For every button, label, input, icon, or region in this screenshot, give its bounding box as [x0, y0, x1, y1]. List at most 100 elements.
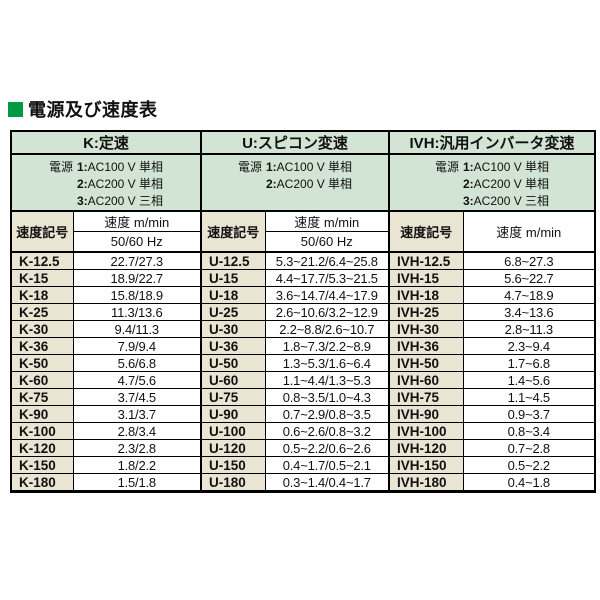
speed-code-cell: IVH-15 [388, 269, 464, 287]
speed-value-cell: 1.4~5.6 [462, 371, 596, 389]
speed-value-cell: 4.7/5.6 [72, 371, 202, 389]
speed-value-cell: 2.2~8.8/2.6~10.7 [264, 320, 390, 338]
speed-code-cell: U-12.5 [200, 251, 266, 270]
speed-value-cell: 0.3~1.4/0.4~1.7 [264, 473, 390, 492]
speed-value-cell: 3.7/4.5 [72, 388, 202, 406]
power-line: 1:AC100 V 単相 [76, 160, 164, 174]
speed-value-cell: 2.6~10.6/3.2~12.9 [264, 303, 390, 321]
speed-code-cell: U-90 [200, 405, 266, 423]
power-line: 2:AC200 V 単相 [76, 177, 164, 191]
power-label: 電源 [48, 160, 73, 174]
table-row: K-36 7.9/9.4 U-36 1.8~7.3/2.2~8.9 IVH-36 2.3~… [10, 337, 596, 355]
hz-subheader-row: 50/60 Hz 50/60 Hz [11, 231, 595, 253]
speed-value-cell: 2.8~11.3 [462, 320, 596, 338]
power-cell-k: 電源 1:AC100 V 単相 2:AC200 V 単相 3:AC200 V 三相 [10, 153, 202, 212]
speed-code-cell: K-150 [10, 456, 74, 474]
power-label: 電源 [237, 160, 262, 174]
speed-value-cell: 1.8/2.2 [72, 456, 202, 474]
speed-value-cell: 0.7~2.9/0.8~3.5 [264, 405, 390, 423]
table-row: K-25 11.3/13.6 U-25 2.6~10.6/3.2~12.9 IVH-25… [10, 303, 596, 321]
power-line: 1:AC100 V 単相 [463, 160, 550, 174]
table-row: K-75 3.7/4.5 U-75 0.8~3.5/1.0~4.3 IVH-75 1.1~… [10, 388, 596, 406]
power-cell-ivh: 電源 1:AC100 V 単相 2:AC200 V 単相 3:AC200 V 三相 [388, 153, 596, 212]
speed-header-ivh: 速度 m/min [462, 210, 596, 253]
speed-code-cell: U-36 [200, 337, 266, 355]
speed-code-cell: K-30 [10, 320, 74, 338]
speed-value-cell: 0.8~3.4 [462, 422, 596, 440]
speed-code-cell: U-30 [200, 320, 266, 338]
speed-code-cell: IVH-60 [388, 371, 464, 389]
speed-code-cell: IVH-75 [388, 388, 464, 406]
table-row: K-50 5.6/6.8 U-50 1.3~5.3/1.6~6.4 IVH-50 1.7~… [10, 354, 596, 372]
symbol-header-u: 速度記号 [200, 210, 266, 253]
symbol-header-k: 速度記号 [10, 210, 74, 253]
speed-value-cell: 11.3/13.6 [72, 303, 202, 321]
speed-code-cell: K-180 [10, 473, 74, 492]
hz-subheader-u: 50/60 Hz [264, 231, 390, 253]
power-line: 1:AC100 V 単相 [266, 160, 353, 174]
speed-code-cell: IVH-30 [388, 320, 464, 338]
speed-value-cell: 0.4~1.7/0.5~2.1 [264, 456, 390, 474]
page: 電源及び速度表 K:定速 U:スピコン変速 IVH:汎用インバータ変速 電源 1… [8, 96, 600, 493]
power-cell-u: 電源 1:AC100 V 単相 2:AC200 V 単相 [200, 153, 390, 212]
speed-value-cell: 2.3/2.8 [72, 439, 202, 457]
speed-value-cell: 1.1~4.5 [462, 388, 596, 406]
speed-code-cell: K-90 [10, 405, 74, 423]
speed-value-cell: 15.8/18.9 [72, 286, 202, 304]
speed-value-cell: 3.6~14.7/4.4~17.9 [264, 286, 390, 304]
speed-value-cell: 18.9/22.7 [72, 269, 202, 287]
page-title-text: 電源及び速度表 [28, 100, 158, 120]
table-row: K-30 9.4/11.3 U-30 2.2~8.8/2.6~10.7 IVH-30 2.… [10, 320, 596, 338]
power-line: 2:AC200 V 単相 [463, 177, 550, 191]
section-title-ivh: IVH:汎用インバータ変速 [388, 130, 596, 155]
speed-value-cell: 1.8~7.3/2.2~8.9 [264, 337, 390, 355]
speed-value-cell: 2.8/3.4 [72, 422, 202, 440]
section-header-row: K:定速 U:スピコン変速 IVH:汎用インバータ変速 [10, 130, 596, 155]
speed-value-cell: 0.5~2.2 [462, 456, 596, 474]
page-title: 電源及び速度表 [8, 96, 600, 122]
speed-code-cell: U-100 [200, 422, 266, 440]
table-row: K-15 18.9/22.7 U-15 4.4~17.7/5.3~21.5 IVH-15… [10, 269, 596, 287]
column-header-row: 速度記号 速度 m/min 速度記号 速度 m/min 速度記号 速度 m/mi… [10, 210, 596, 253]
speed-value-cell: 1.7~6.8 [462, 354, 596, 372]
speed-code-cell: IVH-180 [388, 473, 464, 492]
speed-code-cell: IVH-12.5 [388, 251, 464, 270]
speed-value-cell: 7.9/9.4 [72, 337, 202, 355]
speed-code-cell: IVH-100 [388, 422, 464, 440]
section-title-u: U:スピコン変速 [200, 130, 390, 155]
speed-value-cell: 0.7~2.8 [462, 439, 596, 457]
table-row: K-180 1.5/1.8 U-180 0.3~1.4/0.4~1.7 IVH-180 0… [10, 473, 596, 492]
speed-code-cell: IVH-120 [388, 439, 464, 457]
speed-value-cell: 1.1~4.4/1.3~5.3 [264, 371, 390, 389]
speed-value-cell: 6.8~27.3 [462, 251, 596, 270]
speed-value-cell: 9.4/11.3 [72, 320, 202, 338]
speed-code-cell: K-60 [10, 371, 74, 389]
speed-code-cell: U-75 [200, 388, 266, 406]
speed-code-cell: K-100 [10, 422, 74, 440]
speed-value-cell: 0.9~3.7 [462, 405, 596, 423]
speed-code-cell: U-18 [200, 286, 266, 304]
speed-code-cell: IVH-36 [388, 337, 464, 355]
speed-code-cell: K-18 [10, 286, 74, 304]
green-square-icon [8, 101, 23, 117]
speed-code-cell: K-50 [10, 354, 74, 372]
power-supply-row: 電源 1:AC100 V 単相 2:AC200 V 単相 3:AC200 V 三相 … [10, 153, 596, 212]
table-row: K-90 3.1/3.7 U-90 0.7~2.9/0.8~3.5 IVH-90 0.9~… [10, 405, 596, 423]
speed-code-cell: U-180 [200, 473, 266, 492]
table-row: K-18 15.8/18.9 U-18 3.6~14.7/4.4~17.9 IVH-18… [10, 286, 596, 304]
speed-code-cell: IVH-50 [388, 354, 464, 372]
speed-header-u: 速度 m/min [264, 210, 390, 232]
hz-subheader-k: 50/60 Hz [72, 231, 202, 253]
speed-value-cell: 5.6/6.8 [72, 354, 202, 372]
table-body: K-12.5 22.7/27.3 U-12.5 5.3~21.2/6.4~25.8 IV… [10, 251, 596, 492]
table-row: K-120 2.3/2.8 U-120 0.5~2.2/0.6~2.6 IVH-120 0… [10, 439, 596, 457]
speed-code-cell: K-15 [10, 269, 74, 287]
section-title-k: K:定速 [10, 130, 202, 155]
speed-value-cell: 3.4~13.6 [462, 303, 596, 321]
speed-code-cell: K-25 [10, 303, 74, 321]
speed-value-cell: 4.4~17.7/5.3~21.5 [264, 269, 390, 287]
speed-header-k: 速度 m/min [72, 210, 202, 232]
power-line: 2:AC200 V 単相 [266, 177, 353, 191]
speed-value-cell: 2.3~9.4 [462, 337, 596, 355]
speed-value-cell: 22.7/27.3 [72, 251, 202, 270]
